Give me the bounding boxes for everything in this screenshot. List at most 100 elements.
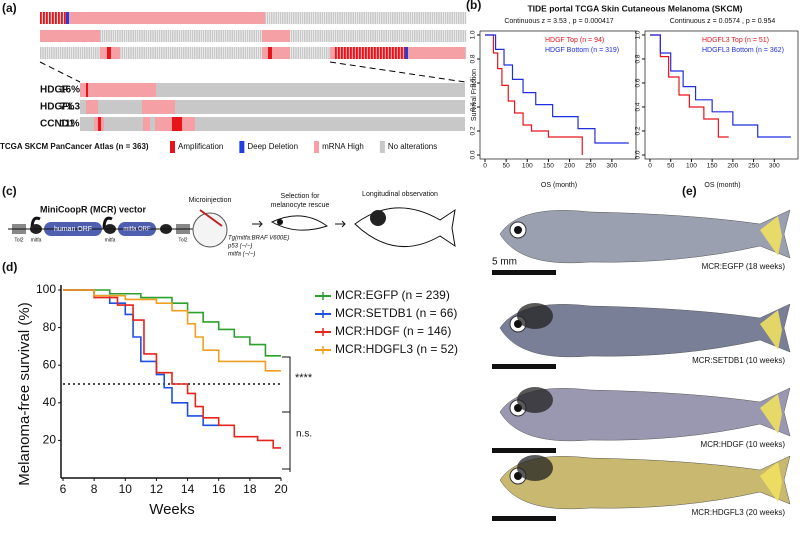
sample-cell [464, 12, 467, 24]
sample-cell [61, 12, 63, 24]
sample-cell [387, 12, 390, 24]
sample-cell [279, 12, 282, 24]
sample-cell [244, 47, 247, 59]
sample-cell [308, 12, 310, 24]
sample-cell [172, 47, 174, 59]
legend-label: HDGFL3 Top (n = 51) [702, 37, 769, 44]
tol2-label: Tol2 [178, 237, 187, 243]
y-tick-label: 0.4 [635, 102, 642, 111]
y-tick-label: 0.2 [635, 126, 642, 135]
sample-cell [326, 12, 328, 24]
sample-cell [132, 30, 134, 42]
tumor [517, 303, 553, 329]
sample-cell [86, 100, 98, 114]
sample-cell [338, 47, 340, 59]
sample-cell [345, 30, 348, 42]
x-tick-label: 150 [707, 163, 718, 170]
sample-cell [251, 30, 253, 42]
sample-cell [387, 30, 390, 42]
sample-cell [257, 30, 260, 42]
tumor [517, 455, 553, 481]
sample-cell [123, 47, 126, 59]
sample-cell [350, 12, 352, 24]
sample-cell [425, 12, 427, 24]
sample-cell [386, 47, 388, 59]
orf-label: mitfa ORF [123, 227, 151, 233]
schematic [8, 207, 456, 248]
x-tick-label: 250 [748, 163, 759, 170]
sample-cell [295, 12, 297, 24]
sample-cell [376, 12, 379, 24]
y-tick-label: 0.6 [470, 78, 477, 87]
sample-cell [141, 30, 143, 42]
sample-cell [376, 30, 379, 42]
sample-cell [53, 47, 55, 59]
sample-cell [350, 47, 352, 59]
sample-cell [260, 47, 262, 59]
sample-cell [211, 47, 214, 59]
sample-cell [154, 47, 156, 59]
sample-cell [213, 30, 216, 42]
x-tick-label: 20 [274, 482, 288, 496]
sample-cell [431, 12, 434, 24]
sample-cell [339, 12, 341, 24]
sample-cell [353, 47, 355, 59]
sample-cell [229, 30, 231, 42]
sample-cell [97, 47, 99, 59]
sample-cell [367, 12, 370, 24]
sample-cell [187, 30, 189, 42]
sample-cell [191, 47, 194, 59]
sample-cell [163, 30, 165, 42]
sample-cell [392, 12, 394, 24]
sample-cell [64, 12, 66, 24]
sample-cell [383, 30, 385, 42]
legend-swatch [239, 141, 245, 153]
y-tick-label: 1.0 [470, 30, 477, 39]
y-tick-label: 80 [43, 320, 57, 334]
sample-cell [220, 30, 222, 42]
sample-cell [231, 47, 233, 59]
sample-cell [321, 30, 324, 42]
x-tick-label: 0 [648, 163, 652, 170]
sample-cell [418, 12, 420, 24]
sample-cell [411, 12, 414, 24]
sample-cell [224, 47, 227, 59]
sample-cell [334, 30, 337, 42]
sample-cell [319, 47, 321, 59]
sample-cell [436, 12, 438, 24]
sample-cell [183, 30, 185, 42]
plot-frame [479, 30, 637, 160]
sample-cell [460, 12, 462, 24]
sample-cell [154, 30, 156, 42]
sample-cell [145, 47, 148, 59]
sample-cell [400, 12, 403, 24]
sample-cell [156, 30, 159, 42]
legend-swatch [314, 141, 320, 153]
sample-cell [114, 30, 117, 42]
fish-photos [492, 209, 791, 521]
fish-caption: MCR:SETDB1 (10 weeks) [692, 356, 785, 365]
sample-cell [286, 12, 288, 24]
sample-cell [218, 30, 220, 42]
sample-cell [416, 30, 418, 42]
genotype: Tg(mitfa:BRAF V600E) [228, 236, 289, 242]
sample-cell [178, 30, 181, 42]
sample-cell [130, 30, 132, 42]
sample-cell [42, 47, 44, 59]
sample-cell [183, 47, 185, 59]
sample-cell [332, 12, 335, 24]
sample-cell [359, 47, 361, 59]
sample-cell [356, 47, 358, 59]
sample-cell [407, 12, 409, 24]
x-tick-label: 250 [585, 163, 596, 170]
sample-cell [255, 47, 258, 59]
sample-cell [374, 47, 376, 59]
sample-cell [462, 30, 464, 42]
sample-cell [139, 47, 141, 59]
sample-cell [112, 30, 115, 42]
sample-cell [371, 47, 373, 59]
x-tick-label: 50 [667, 163, 675, 170]
sample-cell [392, 30, 394, 42]
sample-cell [383, 12, 385, 24]
tol2-label: Tol2 [14, 237, 23, 243]
